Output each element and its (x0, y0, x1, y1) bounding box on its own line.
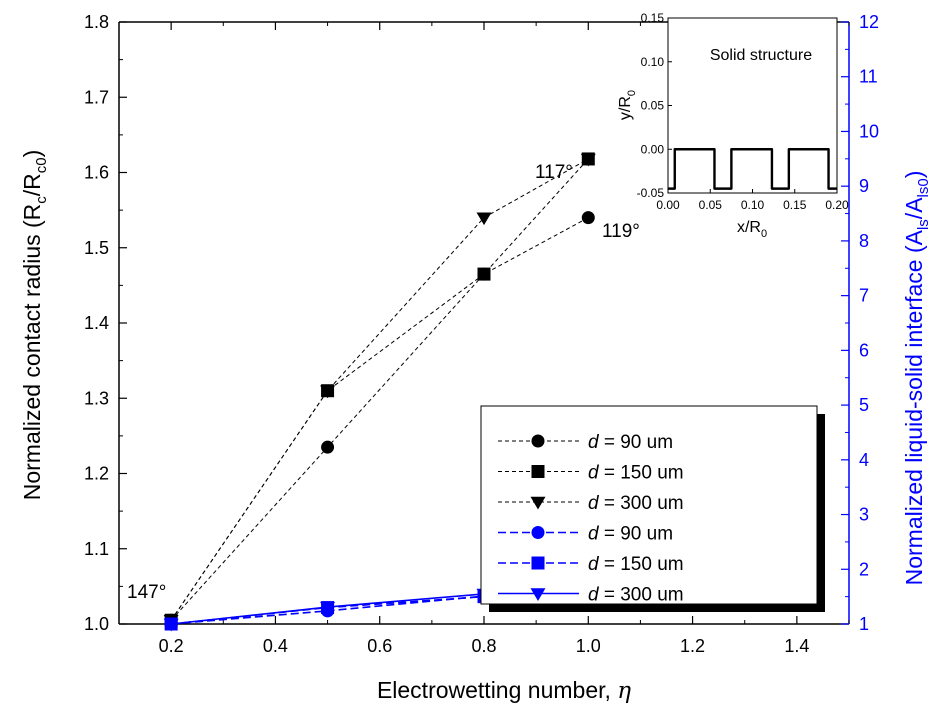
y-left-tick-label: 1.1 (84, 539, 109, 559)
inset-y-tick-label: 0.00 (641, 142, 665, 156)
y-axis-right-label: Normalized liquid-solid interface (Als/A… (901, 171, 932, 586)
inset-solid-profile (668, 148, 837, 190)
inset-chart: 0.00 0.05 0.10 0.15 0.20-0.050.000.050.100.1… (617, 11, 849, 240)
legend-marker (531, 526, 545, 539)
legend-marker (530, 496, 546, 510)
y-left-tick-label: 1.0 (84, 614, 109, 634)
y-right-tick-label: 8 (859, 231, 869, 251)
data-point (320, 601, 336, 615)
x-tick-label: 1.4 (784, 636, 809, 656)
y-left-tick-label: 1.4 (84, 313, 109, 333)
inset-x-tick-label: 0.15 (783, 198, 807, 212)
y-right-tick-label: 9 (859, 176, 869, 196)
y-right-tick-label: 4 (859, 450, 869, 470)
y-left-tick-label: 1.3 (84, 388, 109, 408)
x-tick-label: 0.4 (263, 636, 288, 656)
y-right-tick-label: 2 (859, 559, 869, 579)
x-tick-label: 0.8 (471, 636, 496, 656)
y-right-tick-label: 5 (859, 395, 869, 415)
inset-y-tick-label: 0.10 (641, 55, 665, 69)
data-point (476, 212, 492, 226)
y-left-tick-label: 1.7 (84, 87, 109, 107)
legend-marker (531, 465, 545, 478)
y-right-tick-label: 3 (859, 505, 869, 525)
legend-label: d = 150 um (588, 463, 684, 484)
legend-label: d = 300 um (588, 493, 684, 514)
y-right-tick-label: 6 (859, 340, 869, 360)
y-right-tick-label: 1 (859, 614, 869, 634)
y-axis-left-label: Normalized contact radius (Rc/Rc0) (19, 150, 50, 501)
inset-y-tick-label: 0.15 (641, 11, 665, 25)
data-point (320, 385, 336, 399)
series-line (170, 217, 589, 621)
series-line (170, 158, 589, 621)
inset-y-tick-label: -0.05 (637, 186, 665, 200)
y-right-tick-label: 10 (859, 121, 879, 141)
y-right-tick-label: 7 (859, 286, 869, 306)
x-tick-label: 0.6 (367, 636, 392, 656)
annotation-119deg: 119° (602, 221, 640, 242)
inset-frame (667, 17, 838, 194)
data-point (321, 440, 335, 454)
axis-labels: Electrowetting number, η Normalized conta… (19, 150, 932, 704)
legend-label: d = 90 um (588, 524, 673, 545)
data-point (163, 618, 179, 632)
x-tick-label: 1.2 (680, 636, 705, 656)
inset-y-label: y/R0 (617, 90, 638, 120)
x-tick-label: 0.2 (159, 636, 184, 656)
x-tick-label: 1.0 (576, 636, 601, 656)
inset-x-label: x/R0 (737, 219, 767, 240)
inset-title: Solid structure (710, 47, 812, 64)
legend-label: d = 300 um (588, 585, 684, 606)
legend-marker (531, 434, 545, 448)
y-left-tick-label: 1.5 (84, 238, 109, 258)
inset-x-tick-label: 0.00 (656, 198, 680, 212)
legend-label: d = 90 um (588, 432, 673, 453)
y-right-tick-label: 11 (859, 67, 878, 87)
y-left-tick-label: 1.2 (84, 464, 109, 484)
annotation-147deg: 147° (127, 582, 166, 603)
inset-x-tick-label: 0.10 (741, 198, 765, 212)
y-right-tick-label: 12 (859, 12, 879, 32)
legend-marker (531, 556, 545, 570)
legend-label: d = 150 um (588, 554, 684, 575)
x-axis-label: Electrowetting number, η (377, 677, 631, 704)
y-left-tick-label: 1.6 (84, 163, 109, 183)
axes-layer: 0.2 0.4 0.6 0.8 1.0 1.2 1.4 1.0 1.1 1.2 1.3 1.4 1.5 1… (84, 12, 879, 656)
y-left-tick-label: 1.8 (84, 12, 109, 32)
inset-x-tick-label: 0.05 (699, 198, 723, 212)
legend-marker (530, 588, 546, 601)
data-point (581, 211, 595, 225)
data-point (477, 267, 491, 281)
annotation-117deg: 117° (535, 162, 573, 183)
inset-x-tick-label: 0.20 (825, 198, 849, 212)
legend: d = 90 um d = 150 um d = 300 um d = 90 um d … (480, 405, 825, 612)
inset-y-tick-label: 0.05 (641, 99, 665, 113)
data-point (580, 153, 596, 167)
